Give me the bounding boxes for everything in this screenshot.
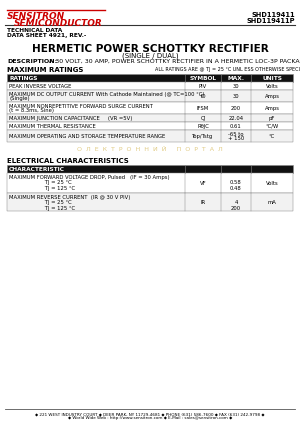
Text: 4: 4 <box>234 200 238 205</box>
Text: 0.48: 0.48 <box>230 186 242 191</box>
Text: ◆ World Wide Web : http://www.sensitron.com ◆ E-Mail : sales@sensitron.com ◆: ◆ World Wide Web : http://www.sensitron.… <box>68 416 232 420</box>
Text: mA: mA <box>268 199 276 204</box>
Text: RATINGS: RATINGS <box>9 76 38 80</box>
Bar <box>7 122 293 130</box>
Text: 200: 200 <box>231 206 241 211</box>
Text: TECHNICAL DATA: TECHNICAL DATA <box>7 28 62 33</box>
Text: HERMETIC POWER SCHOTTKY RECTIFIER: HERMETIC POWER SCHOTTKY RECTIFIER <box>32 44 268 54</box>
Text: + 150: + 150 <box>228 136 244 141</box>
Text: SHD119411P: SHD119411P <box>247 18 295 24</box>
Text: RθJC: RθJC <box>197 124 209 128</box>
Text: Amps: Amps <box>265 94 280 99</box>
Text: 200: 200 <box>231 105 241 111</box>
Text: IFSM: IFSM <box>197 105 209 111</box>
Bar <box>7 173 293 193</box>
Text: IR: IR <box>200 199 206 204</box>
Text: 0.61: 0.61 <box>230 124 242 128</box>
Text: Volts: Volts <box>266 181 278 185</box>
Text: SENSITRON: SENSITRON <box>7 12 65 21</box>
Text: ALL RATINGS ARE @ TJ = 25 °C UNL ESS OTHERWISE SPECIFIED.: ALL RATINGS ARE @ TJ = 25 °C UNL ESS OTH… <box>155 67 300 72</box>
Text: Volts: Volts <box>266 83 278 88</box>
Text: ◆ 221 WEST INDUSTRY COURT ◆ DEER PARK, NY 11729-4681 ◆ PHONE (631) 586-7600 ◆ FA: ◆ 221 WEST INDUSTRY COURT ◆ DEER PARK, N… <box>35 412 265 416</box>
Bar <box>7 82 293 90</box>
Bar <box>7 90 293 102</box>
Text: (Single): (Single) <box>9 96 30 101</box>
Text: PIV: PIV <box>199 83 207 88</box>
Text: (t = 8.3ms, Sine): (t = 8.3ms, Sine) <box>9 108 54 113</box>
Bar <box>7 130 293 142</box>
Bar <box>7 102 293 114</box>
Text: pF: pF <box>269 116 275 121</box>
Text: IO: IO <box>200 94 206 99</box>
Text: CJ: CJ <box>200 116 206 121</box>
Text: MAXIMUM JUNCTION CAPACITANCE     (VR =5V): MAXIMUM JUNCTION CAPACITANCE (VR =5V) <box>9 116 132 121</box>
Text: SYMBOL: SYMBOL <box>190 76 217 80</box>
Text: Amps: Amps <box>265 105 280 111</box>
Text: VF: VF <box>200 181 206 185</box>
Text: Top/Tstg: Top/Tstg <box>192 133 214 139</box>
Text: MAXIMUM OPERATING AND STORAGE TEMPERATURE RANGE: MAXIMUM OPERATING AND STORAGE TEMPERATUR… <box>9 133 165 139</box>
Text: MAXIMUM REVERSE CURRENT  (IR @ 30 V PIV): MAXIMUM REVERSE CURRENT (IR @ 30 V PIV) <box>9 195 130 199</box>
Text: TJ = 25 °C: TJ = 25 °C <box>9 180 72 185</box>
Text: -65 to: -65 to <box>228 131 244 136</box>
Text: TJ = 125 °C: TJ = 125 °C <box>9 206 75 210</box>
Text: UNITS: UNITS <box>262 76 282 80</box>
Text: (SINGLE / DUAL): (SINGLE / DUAL) <box>122 52 178 59</box>
Text: MAXIMUM NONREPETITIVE FORWARD SURGE CURRENT: MAXIMUM NONREPETITIVE FORWARD SURGE CURR… <box>9 104 153 108</box>
Text: CHARACTERISTIC: CHARACTERISTIC <box>9 167 65 172</box>
Text: DESCRIPTION:: DESCRIPTION: <box>7 59 57 64</box>
Text: PEAK INVERSE VOLTAGE: PEAK INVERSE VOLTAGE <box>9 83 71 88</box>
Text: TJ = 125 °C: TJ = 125 °C <box>9 185 75 190</box>
Text: 22.04: 22.04 <box>228 116 244 121</box>
Text: 0.58: 0.58 <box>230 180 242 185</box>
Text: DATA SHEET 4921, REV.-: DATA SHEET 4921, REV.- <box>7 33 86 38</box>
Bar <box>7 114 293 122</box>
Text: °C/W: °C/W <box>266 124 279 128</box>
Text: MAXIMUM DC OUTPUT CURRENT With Cathode Maintained (@ TC=100 °C): MAXIMUM DC OUTPUT CURRENT With Cathode M… <box>9 91 205 96</box>
Text: MAXIMUM FORWARD VOLTAGE DROP, Pulsed   (IF = 30 Amps): MAXIMUM FORWARD VOLTAGE DROP, Pulsed (IF… <box>9 175 169 179</box>
Text: °C: °C <box>269 133 275 139</box>
Text: О  Л  Е  К  Т  Р  О  Н  Н  И  Й     П  О  Р  Т  А  Л: О Л Е К Т Р О Н Н И Й П О Р Т А Л <box>77 147 223 152</box>
Text: 30: 30 <box>233 94 239 99</box>
Bar <box>7 74 293 82</box>
Text: 30: 30 <box>233 83 239 88</box>
Text: SHD119411: SHD119411 <box>251 12 295 18</box>
Text: SEMICONDUCTOR: SEMICONDUCTOR <box>14 19 103 28</box>
Text: MAXIMUM RATINGS: MAXIMUM RATINGS <box>7 67 83 73</box>
Bar <box>7 165 293 173</box>
Text: TJ = 25 °C: TJ = 25 °C <box>9 200 72 205</box>
Bar <box>7 193 293 211</box>
Text: ELECTRICAL CHARACTERISTICS: ELECTRICAL CHARACTERISTICS <box>7 158 129 164</box>
Text: MAXIMUM THERMAL RESISTANCE: MAXIMUM THERMAL RESISTANCE <box>9 124 96 128</box>
Text: A 30 VOLT, 30 AMP, POWER SCHOTTKY RECTIFIER IN A HERMETIC LOC-3P PACKAGE.: A 30 VOLT, 30 AMP, POWER SCHOTTKY RECTIF… <box>49 59 300 64</box>
Text: MAX.: MAX. <box>227 76 244 80</box>
